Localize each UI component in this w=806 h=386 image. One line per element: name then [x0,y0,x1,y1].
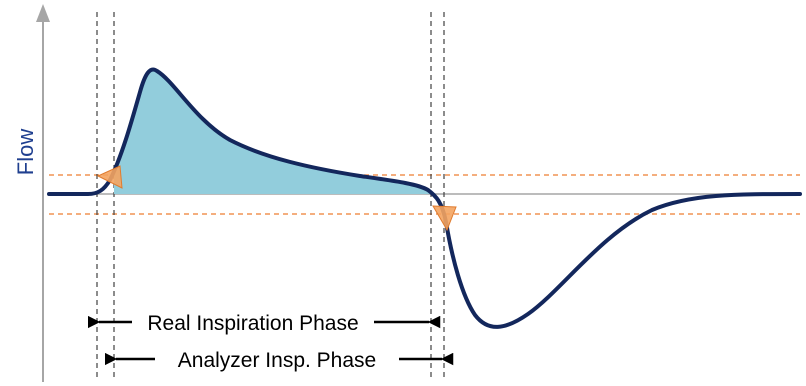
inspiration-area [114,69,431,194]
analyzer-phase-label-bg [155,347,399,371]
y-axis-arrowhead [36,4,50,22]
real-phase-label-bg [132,310,374,334]
analyzer-insp-phase-label: Analyzer Insp. Phase [178,349,376,372]
inspiration-start-marker [96,165,123,189]
y-axis-label: Flow [13,129,38,176]
flow-curve [47,67,802,329]
inspiration-end-marker [432,205,457,232]
real-inspiration-phase-label: Real Inspiration Phase [147,312,358,335]
